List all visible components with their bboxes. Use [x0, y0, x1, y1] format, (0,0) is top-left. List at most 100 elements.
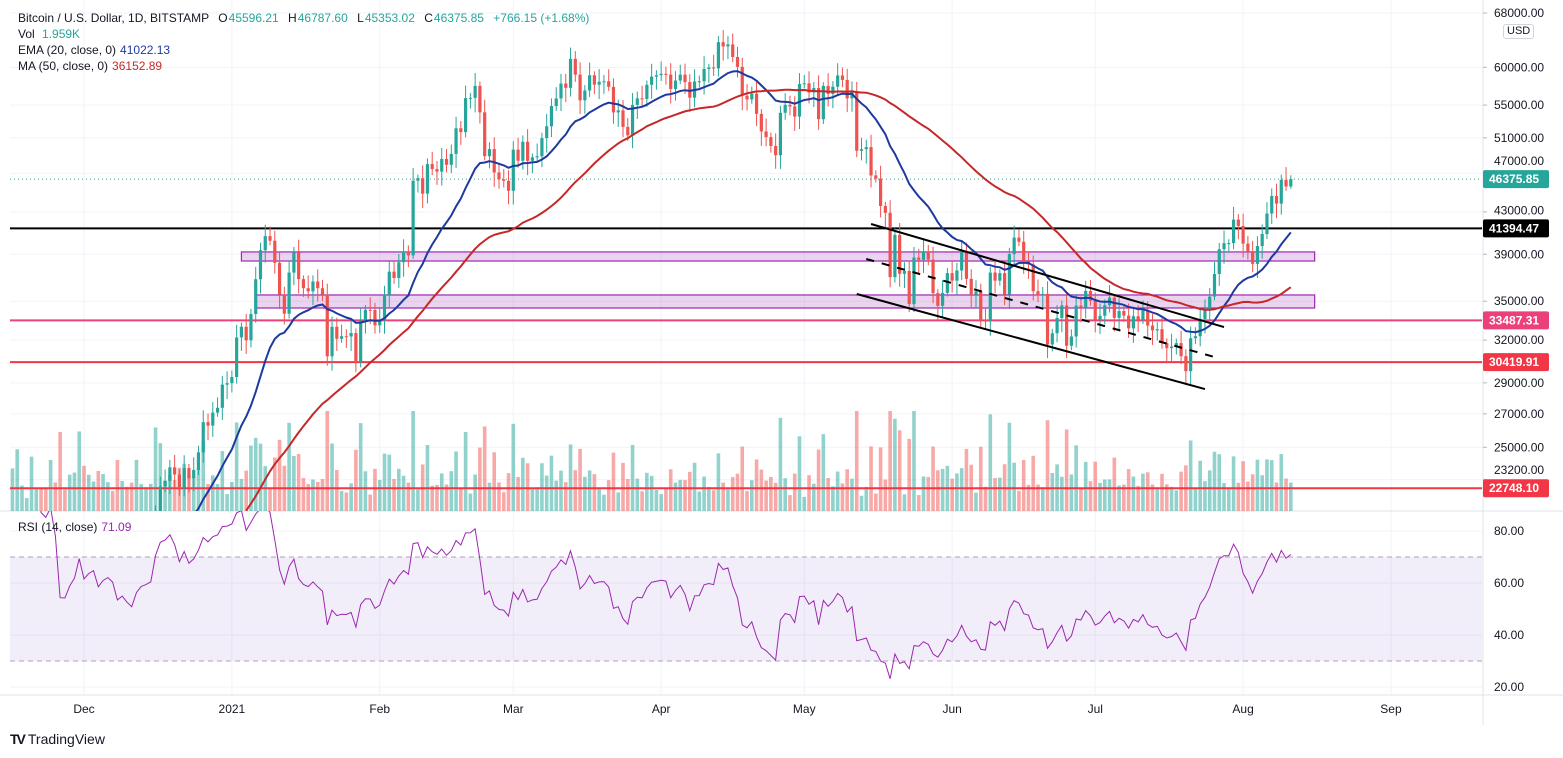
volume-bar	[1212, 451, 1217, 511]
volume-bar	[931, 446, 935, 511]
volume-bar	[897, 430, 902, 511]
candle-body	[1098, 315, 1102, 320]
rsi-legend[interactable]: RSI (14, close) 71.09	[18, 519, 131, 535]
support-zone	[240, 251, 1316, 262]
volume-bar	[511, 423, 516, 511]
candle-body	[912, 257, 916, 305]
candle-body	[411, 180, 415, 256]
volume-legend[interactable]: Vol 1.959K	[18, 26, 80, 42]
volume-bar	[320, 479, 325, 511]
volume-bar	[411, 411, 415, 511]
candle-body	[1165, 343, 1169, 349]
volume-bar	[1279, 454, 1284, 511]
rsi-axis-label: 60.00	[1494, 576, 1524, 590]
candle-body	[1193, 336, 1198, 339]
candle-body	[1060, 305, 1064, 318]
volume-bar	[1093, 461, 1098, 511]
volume-bar	[344, 492, 349, 511]
ema-value: 41022.13	[120, 43, 171, 57]
volume-bar	[39, 487, 43, 511]
candle-body	[1160, 329, 1164, 344]
volume-bar	[1131, 476, 1136, 511]
candle-body	[526, 141, 530, 161]
volume-bar	[816, 449, 821, 511]
high-value: 46787.60	[297, 11, 348, 25]
rsi-label: RSI (14, close)	[18, 520, 98, 534]
candle-body	[406, 251, 410, 256]
candle-body	[1279, 179, 1283, 204]
price-axis-label: 35000.00	[1494, 294, 1544, 308]
volume-bar	[1164, 484, 1169, 511]
rsi-axis-label: 80.00	[1494, 524, 1524, 538]
volume-bar	[244, 470, 248, 511]
candle-body	[554, 98, 558, 107]
volume-bar	[58, 431, 62, 511]
candle-body	[635, 98, 639, 105]
candle-body	[707, 67, 711, 69]
candle-body	[1065, 305, 1069, 346]
volume-bar	[20, 485, 24, 511]
volume-bar	[1150, 484, 1155, 511]
candle-body	[306, 288, 310, 292]
volume-bar	[544, 475, 549, 511]
volume-bar	[120, 480, 124, 511]
volume-bar	[315, 481, 320, 511]
candle-body	[1255, 246, 1260, 264]
volume-bar	[664, 488, 668, 511]
volume-bar	[788, 495, 792, 511]
candle-body	[1122, 311, 1126, 316]
candle-body	[506, 180, 511, 191]
volume-bar	[845, 469, 849, 511]
candle-body	[330, 326, 334, 357]
price-label-badge	[1483, 479, 1549, 498]
volume-bar	[63, 489, 67, 511]
candle-body	[1103, 305, 1107, 316]
volume-bar	[225, 494, 229, 511]
candle-body	[988, 272, 992, 322]
volume-bar	[525, 463, 530, 511]
volume-bar	[864, 486, 869, 511]
volume-bar	[1017, 490, 1021, 511]
candle-body	[716, 42, 721, 69]
currency-badge[interactable]: USD	[1503, 24, 1535, 39]
volume-bar	[659, 494, 663, 511]
ema-legend[interactable]: EMA (20, close, 0) 41022.13	[18, 42, 170, 58]
candle-body	[874, 175, 878, 179]
volume-label: Vol	[18, 27, 35, 41]
tradingview-logo[interactable]: TV TradingView	[10, 731, 105, 747]
channel-trendline	[870, 223, 1225, 329]
volume-bar	[802, 496, 807, 511]
candle-body	[444, 158, 449, 165]
candle-body	[154, 515, 157, 556]
volume-bar	[654, 489, 659, 511]
candle-body	[945, 273, 949, 293]
price-label-badge	[1483, 353, 1549, 372]
time-axis-label: May	[793, 702, 816, 716]
candle-body	[1031, 264, 1035, 292]
candle-body	[578, 74, 582, 101]
volume-bar	[974, 492, 978, 511]
price-label-value: 46375.85	[1489, 172, 1539, 186]
symbol-title[interactable]: Bitcoin / U.S. Dollar, 1D, BITSTAMP	[18, 11, 209, 25]
candle-body	[168, 467, 172, 481]
candle-body	[1003, 273, 1007, 295]
volume-bar	[401, 475, 406, 511]
price-label-value: 33487.31	[1489, 313, 1539, 327]
volume-bar	[850, 478, 854, 511]
volume-bar	[1069, 474, 1074, 511]
candle-body	[1055, 317, 1059, 334]
volume-bar	[220, 451, 225, 511]
ma-legend[interactable]: MA (50, close, 0) 36152.89	[18, 58, 162, 74]
volume-bar	[277, 439, 282, 511]
rsi-axis-label: 40.00	[1494, 628, 1524, 642]
rsi-line	[40, 511, 1292, 679]
volume-bar	[893, 418, 897, 511]
candle-body	[1236, 219, 1240, 226]
volume-bar	[1083, 461, 1088, 511]
volume-bar	[597, 488, 601, 511]
candle-body	[339, 336, 344, 339]
symbol-legend: Bitcoin / U.S. Dollar, 1D, BITSTAMP O455…	[18, 10, 589, 26]
price-label-badge	[1483, 170, 1549, 189]
candle-body	[1127, 315, 1131, 329]
